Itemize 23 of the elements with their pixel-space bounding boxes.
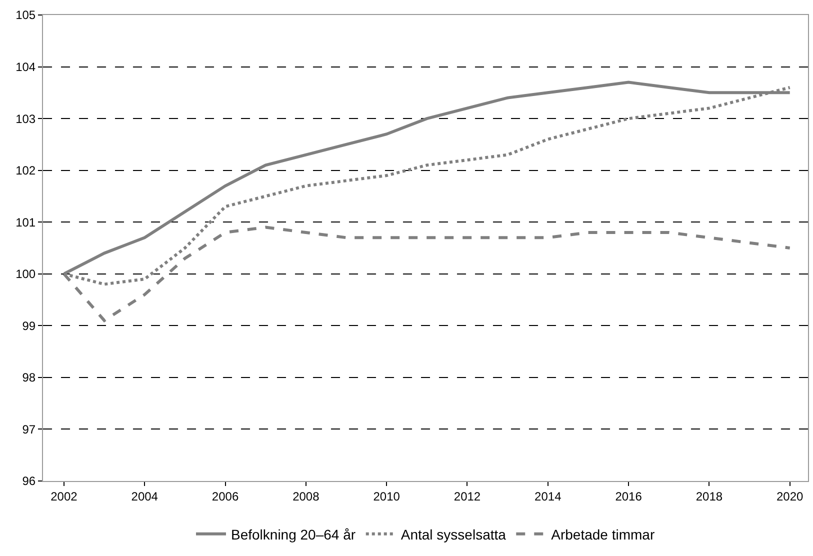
legend-label: Antal sysselsatta bbox=[400, 526, 506, 542]
y-tick-label: 102 bbox=[16, 164, 36, 178]
x-tick-label: 2016 bbox=[615, 489, 642, 504]
x-tick-label: 2002 bbox=[50, 489, 78, 504]
x-tick-label: 2004 bbox=[131, 489, 158, 504]
x-tick-label: 2020 bbox=[776, 489, 804, 504]
x-tick-label: 2006 bbox=[212, 489, 239, 504]
legend-label: Arbetade timmar bbox=[551, 526, 655, 542]
legend-label: Befolkning 20–64 år bbox=[231, 526, 356, 542]
y-tick-label: 103 bbox=[16, 112, 36, 126]
x-tick-label: 2018 bbox=[696, 489, 723, 504]
y-tick-label: 99 bbox=[22, 318, 36, 333]
x-tick-label: 2014 bbox=[534, 489, 562, 504]
x-tick-label: 2010 bbox=[373, 489, 400, 504]
x-tick-label: 2012 bbox=[454, 489, 481, 504]
y-tick-label: 104 bbox=[16, 60, 36, 74]
y-tick-label: 105 bbox=[16, 8, 36, 22]
y-tick-label: 97 bbox=[22, 422, 36, 436]
x-tick-label: 2008 bbox=[292, 489, 320, 504]
y-tick-label: 96 bbox=[22, 474, 36, 488]
y-tick-label: 100 bbox=[16, 267, 36, 282]
y-tick-label: 98 bbox=[22, 370, 36, 385]
y-tick-label: 101 bbox=[16, 215, 36, 230]
